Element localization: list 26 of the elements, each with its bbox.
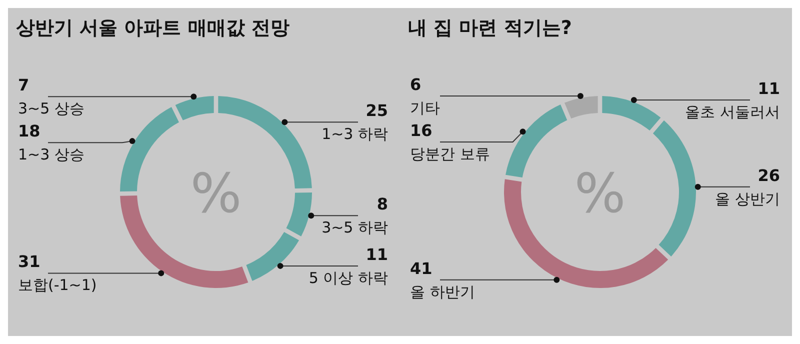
data-label: 18: [18, 122, 40, 141]
data-label: 6: [410, 74, 422, 94]
data-label: 8: [376, 194, 388, 214]
text: %: [190, 162, 242, 225]
slice-label: 1~3 하락: [322, 125, 388, 144]
data-label: 41: [410, 258, 432, 278]
slice-label: 기타: [410, 98, 440, 117]
slice-label: 당분간 보류: [410, 144, 490, 163]
text: %: [574, 162, 626, 225]
data-label: 26: [758, 166, 780, 185]
slice-label: 1~3 상승: [18, 146, 84, 164]
slice-label: 3~5 상승: [18, 100, 84, 118]
slice-label: 올 하반기: [410, 282, 475, 301]
chart-title: 상반기 서울 아파트 매매값 전망: [16, 17, 290, 39]
slice-label: 보합(-1~1): [18, 276, 97, 294]
data-label: 7: [18, 76, 30, 95]
data-label: 25: [366, 101, 388, 120]
slice-label: 5 이상 하락: [308, 268, 388, 287]
slice-label: 올 상반기: [715, 190, 780, 208]
data-label: 11: [366, 244, 388, 264]
data-label: 16: [410, 120, 432, 140]
slice-label: 올초 서둘러서: [685, 103, 780, 122]
data-label: 31: [18, 252, 40, 272]
data-label: 11: [758, 79, 780, 98]
slice-label: 3~5 하락: [322, 218, 388, 237]
chart-title: 내 집 마련 적기는?: [408, 17, 572, 39]
